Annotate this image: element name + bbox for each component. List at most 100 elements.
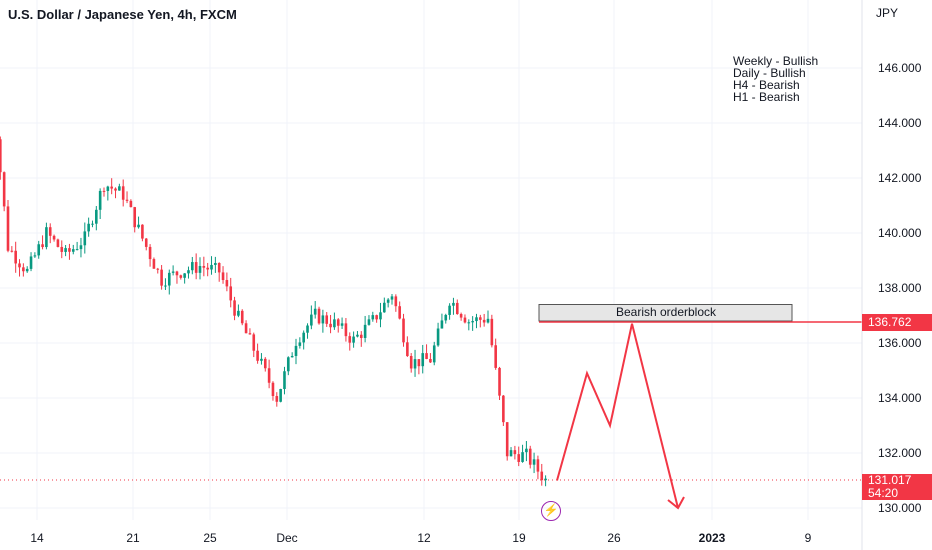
candle-body [440, 320, 444, 329]
candle-body [244, 323, 248, 334]
candle-body [60, 246, 64, 252]
candle-body [248, 333, 252, 335]
candle-body [398, 306, 401, 319]
candle-body [505, 422, 509, 457]
candle-body [225, 280, 229, 287]
candle-body [141, 224, 144, 239]
candle-body [233, 300, 236, 316]
candle-body [513, 450, 517, 455]
price-tick-label: 146.000 [878, 61, 922, 75]
candle-body [267, 368, 271, 383]
candle-body [455, 302, 459, 315]
time-tick-label: 25 [203, 531, 217, 545]
candle-body [110, 186, 113, 189]
time-tick-label: 14 [30, 531, 44, 545]
candle-body [436, 328, 440, 346]
current-price-tag: 131.017 54:20 [862, 474, 932, 500]
candle-body [321, 315, 325, 324]
candle-body [521, 452, 524, 462]
candle-body [298, 342, 302, 346]
candle-body [509, 450, 513, 457]
candle-body [356, 334, 359, 337]
time-tick-label: 2023 [699, 531, 726, 545]
candle-body [102, 190, 106, 192]
candle-body [37, 244, 41, 256]
chart-overlay [0, 304, 862, 510]
candle-body [263, 358, 267, 369]
candle-body [167, 272, 171, 286]
candle-body [121, 186, 125, 200]
candle-body [448, 305, 451, 315]
bias-annotation[interactable]: Weekly - Bullish Daily - Bullish H4 - Be… [733, 55, 818, 103]
candle-body [294, 345, 298, 356]
candle-body [179, 275, 183, 278]
candle-body [33, 255, 37, 257]
candle-body [18, 263, 21, 268]
candle-body [6, 206, 10, 251]
candle-body [156, 268, 160, 270]
bias-daily: Daily - Bullish [733, 66, 806, 80]
candle-body [237, 310, 240, 316]
candle-body [75, 249, 79, 251]
price-axis[interactable]: 130.000 132.000 134.000 136.000 138.000 140.0… [861, 0, 922, 550]
candle-body [471, 321, 474, 323]
candlestick-series [0, 136, 547, 487]
candle-body [479, 317, 482, 320]
candle-body [386, 299, 390, 303]
candle-body [95, 209, 98, 224]
time-axis[interactable]: 14 21 25 Dec 12 19 26 2023 9 [30, 531, 811, 545]
candle-body [532, 459, 536, 465]
symbol-title[interactable]: U.S. Dollar / Japanese Yen, 4h, FXCM [8, 7, 237, 22]
candle-body [22, 267, 25, 272]
lightning-bolt-icon[interactable]: ⚡ [541, 501, 561, 521]
candle-body [383, 302, 386, 313]
candle-body [444, 314, 448, 321]
candle-body [413, 359, 417, 369]
candle-body [528, 448, 532, 465]
candle-body [214, 262, 217, 265]
candle-body [475, 317, 478, 322]
candle-body [317, 308, 321, 324]
candle-body [490, 318, 494, 346]
candle-body [540, 471, 544, 481]
candle-body [29, 256, 33, 269]
candle-body [463, 317, 467, 323]
candle-body [64, 248, 67, 252]
candle-body [409, 356, 413, 369]
candle-body [2, 172, 6, 207]
candle-body [202, 266, 206, 268]
candle-body [187, 270, 190, 274]
candle-body [333, 319, 336, 328]
candle-body [0, 139, 2, 173]
candle-body [313, 308, 317, 315]
candle-body [240, 310, 244, 324]
candle-body [452, 302, 455, 306]
candle-body [352, 336, 355, 343]
candle-body [14, 250, 17, 264]
candle-body [417, 359, 421, 367]
candle-body [390, 296, 394, 300]
time-tick-label: 21 [126, 531, 140, 545]
orderblock-label[interactable]: Bearish orderblock [615, 305, 717, 319]
candle-body [494, 345, 497, 368]
candle-body [45, 227, 48, 248]
candle-body [536, 459, 540, 472]
candle-body [402, 318, 405, 343]
candle-body [379, 312, 382, 320]
candle-body [363, 324, 367, 338]
candle-body [256, 350, 259, 361]
projection-arrowhead [667, 496, 685, 510]
candle-body [459, 314, 463, 318]
candle-body [221, 272, 225, 281]
candle-body [229, 286, 233, 301]
bar-countdown: 54:20 [868, 486, 899, 500]
candle-body [25, 268, 29, 272]
candle-body [137, 224, 140, 228]
candle-body [133, 207, 137, 228]
candle-body [371, 315, 375, 320]
candle-body [125, 199, 129, 201]
candle-body [279, 389, 282, 402]
price-tick-label: 132.000 [878, 446, 922, 460]
candle-body [98, 190, 102, 210]
